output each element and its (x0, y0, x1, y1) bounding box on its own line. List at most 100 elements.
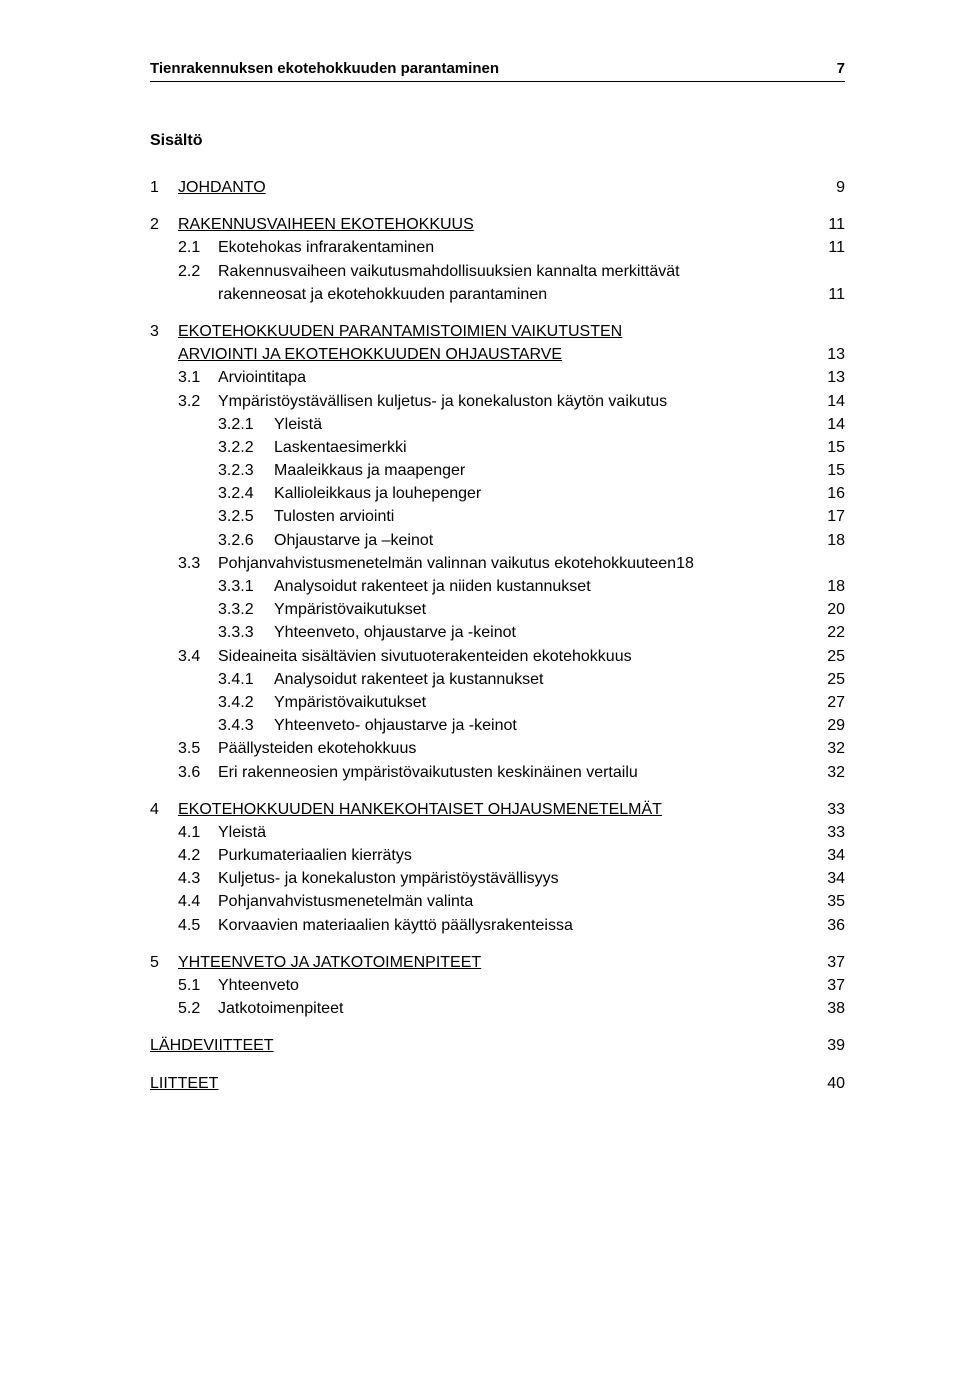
toc-entry-4-5: 4.5 Korvaavien materiaalien käyttö pääll… (150, 914, 845, 937)
toc-page: 25 (815, 668, 845, 691)
toc-text: JOHDANTO (178, 176, 815, 199)
toc-page-inline: 18 (676, 555, 694, 572)
toc-number: 4.4 (150, 890, 218, 913)
toc-text: Yleistä (218, 821, 815, 844)
toc-text: Tulosten arviointi (274, 505, 815, 528)
toc-entry-3-2-3: 3.2.3 Maaleikkaus ja maapenger 15 (150, 459, 845, 482)
toc-entry-2-2-cont: rakenneosat ja ekotehokkuuden parantamin… (150, 283, 845, 306)
toc-text: Pohjanvahvistusmenetelmän valinta (218, 890, 815, 913)
toc-number: 3.5 (150, 737, 218, 760)
toc-number: 3.2.3 (150, 459, 274, 482)
toc-page: 14 (815, 413, 845, 436)
toc-page: 29 (815, 714, 845, 737)
toc-page: 9 (815, 176, 845, 199)
toc-number: 4.2 (150, 844, 218, 867)
toc-number: 4.3 (150, 867, 218, 890)
toc-entry-references: LÄHDEVIITTEET 39 (150, 1034, 845, 1057)
toc-number: 2.1 (150, 236, 218, 259)
toc-entry-3-4-3: 3.4.3 Yhteenveto- ohjaustarve ja -keinot… (150, 714, 845, 737)
toc-entry-4-2: 4.2 Purkumateriaalien kierrätys 34 (150, 844, 845, 867)
toc-entry-5-1: 5.1 Yhteenveto 37 (150, 974, 845, 997)
toc-number: 3.2.1 (150, 413, 274, 436)
toc-page: 18 (815, 529, 845, 552)
header-title: Tienrakennuksen ekotehokkuuden parantami… (150, 60, 499, 77)
toc-entry-3-2: 3.2 Ympäristöystävällisen kuljetus- ja k… (150, 390, 845, 413)
toc-number: 4.1 (150, 821, 218, 844)
toc-entry-2: 2 RAKENNUSVAIHEEN EKOTEHOKKUUS 11 (150, 213, 845, 236)
toc-number: 4 (150, 798, 178, 821)
toc-entry-3-4-2: 3.4.2 Ympäristövaikutukset 27 (150, 691, 845, 714)
toc-text: Yleistä (274, 413, 815, 436)
toc-entry-3: 3 EKOTEHOKKUUDEN PARANTAMISTOIMIEN VAIKU… (150, 320, 845, 343)
toc-entry-4-1: 4.1 Yleistä 33 (150, 821, 845, 844)
toc-page: 34 (815, 867, 845, 890)
toc-entry-3-2-5: 3.2.5 Tulosten arviointi 17 (150, 505, 845, 528)
toc-page: 17 (815, 505, 845, 528)
toc-entry-1: 1 JOHDANTO 9 (150, 176, 845, 199)
toc-page: 32 (815, 761, 845, 784)
toc-number: 3 (150, 320, 178, 343)
toc-page: 11 (815, 236, 845, 259)
toc-text-cont: ARVIOINTI JA EKOTEHOKKUUDEN OHJAUSTARVE (178, 343, 815, 366)
header-rule (150, 81, 845, 82)
toc-number: 3.2.5 (150, 505, 274, 528)
toc-entry-5: 5 YHTEENVETO JA JATKOTOIMENPITEET 37 (150, 951, 845, 974)
toc-page: 33 (815, 821, 845, 844)
toc-page: 16 (815, 482, 845, 505)
toc-number: 3.3.1 (150, 575, 274, 598)
toc-text: Analysoidut rakenteet ja kustannukset (274, 668, 815, 691)
toc-entry-2-2: 2.2 Rakennusvaiheen vaikutusmahdollisuuk… (150, 260, 845, 283)
toc-entry-3-2-4: 3.2.4 Kallioleikkaus ja louhepenger 16 (150, 482, 845, 505)
toc-number: 2.2 (150, 260, 218, 283)
toc-text: Ympäristövaikutukset (274, 598, 815, 621)
toc-entry-3-4: 3.4 Sideaineita sisältävien sivutuoterak… (150, 645, 845, 668)
toc-entry-3-2-1: 3.2.1 Yleistä 14 (150, 413, 845, 436)
toc-number: 3.6 (150, 761, 218, 784)
toc-entry-4-3: 4.3 Kuljetus- ja konekaluston ympäristöy… (150, 867, 845, 890)
toc-text-cont: rakenneosat ja ekotehokkuuden parantamin… (218, 283, 815, 306)
toc-number: 3.4.1 (150, 668, 274, 691)
toc-number: 3.2.4 (150, 482, 274, 505)
toc-number: 3.2.2 (150, 436, 274, 459)
toc-page: 35 (815, 890, 845, 913)
toc-number: 3.3 (150, 552, 218, 575)
toc-text: YHTEENVETO JA JATKOTOIMENPITEET (178, 951, 815, 974)
toc-page: 22 (815, 621, 845, 644)
toc-page: 15 (815, 459, 845, 482)
toc-text: Kallioleikkaus ja louhepenger (274, 482, 815, 505)
toc-entry-3-3-3: 3.3.3 Yhteenveto, ohjaustarve ja -keinot… (150, 621, 845, 644)
toc-page: 37 (815, 974, 845, 997)
toc-number: 3.2.6 (150, 529, 274, 552)
toc-entry-3-1: 3.1 Arviointitapa 13 (150, 366, 845, 389)
toc-text: Rakennusvaiheen vaikutusmahdollisuuksien… (218, 260, 815, 283)
toc-page: 15 (815, 436, 845, 459)
toc-text: LÄHDEVIITTEET (150, 1034, 815, 1057)
toc-text: LIITTEET (150, 1072, 815, 1095)
toc-text: Kuljetus- ja konekaluston ympäristöystäv… (218, 867, 815, 890)
toc-entry-3-4-1: 3.4.1 Analysoidut rakenteet ja kustannuk… (150, 668, 845, 691)
toc-number: 3.1 (150, 366, 218, 389)
toc-text: Ohjaustarve ja –keinot (274, 529, 815, 552)
toc-text: Analysoidut rakenteet ja niiden kustannu… (274, 575, 815, 598)
toc-text: Ekotehokas infrarakentaminen (218, 236, 815, 259)
toc-page: 11 (815, 213, 845, 236)
toc-page: 27 (815, 691, 845, 714)
toc-number: 3.4.3 (150, 714, 274, 737)
toc-text: Päällysteiden ekotehokkuus (218, 737, 815, 760)
header-page-number: 7 (837, 60, 845, 77)
toc-text: EKOTEHOKKUUDEN PARANTAMISTOIMIEN VAIKUTU… (178, 320, 815, 343)
toc-entry-3-6: 3.6 Eri rakenneosien ympäristövaikutuste… (150, 761, 845, 784)
toc-page: 36 (815, 914, 845, 937)
toc-page: 34 (815, 844, 845, 867)
toc-page: 39 (815, 1034, 845, 1057)
toc-entry-3-2-2: 3.2.2 Laskentaesimerkki 15 (150, 436, 845, 459)
toc-number: 3.4 (150, 645, 218, 668)
toc-text-inner: Ympäristöystävällisen kuljetus- ja konek… (218, 393, 667, 410)
toc-number: 2 (150, 213, 178, 236)
toc-number: 3.3.2 (150, 598, 274, 621)
toc-page: 18 (815, 575, 845, 598)
toc-page: 38 (815, 997, 845, 1020)
toc-entry-3-3-2: 3.3.2 Ympäristövaikutukset 20 (150, 598, 845, 621)
toc-page: 11 (815, 283, 845, 306)
toc-number: 3.2 (150, 390, 218, 413)
